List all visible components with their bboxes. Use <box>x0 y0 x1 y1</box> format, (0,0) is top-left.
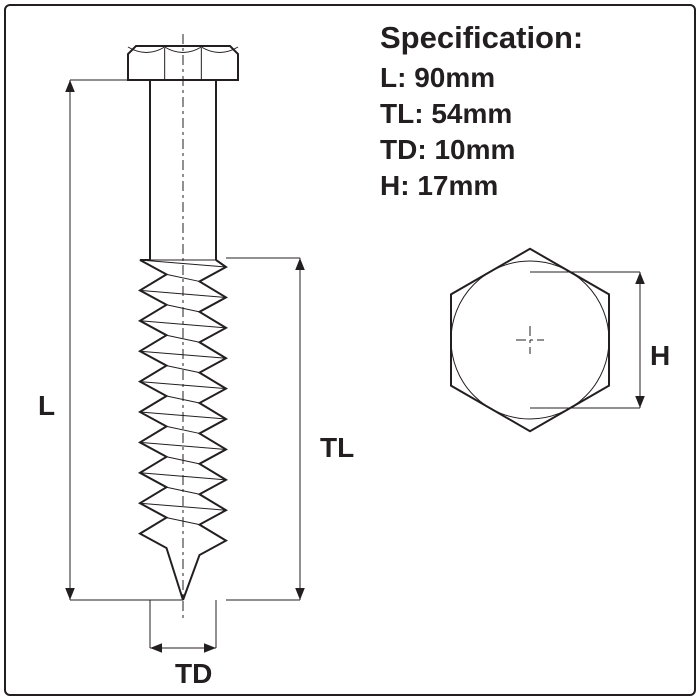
technical-drawing <box>0 0 700 700</box>
